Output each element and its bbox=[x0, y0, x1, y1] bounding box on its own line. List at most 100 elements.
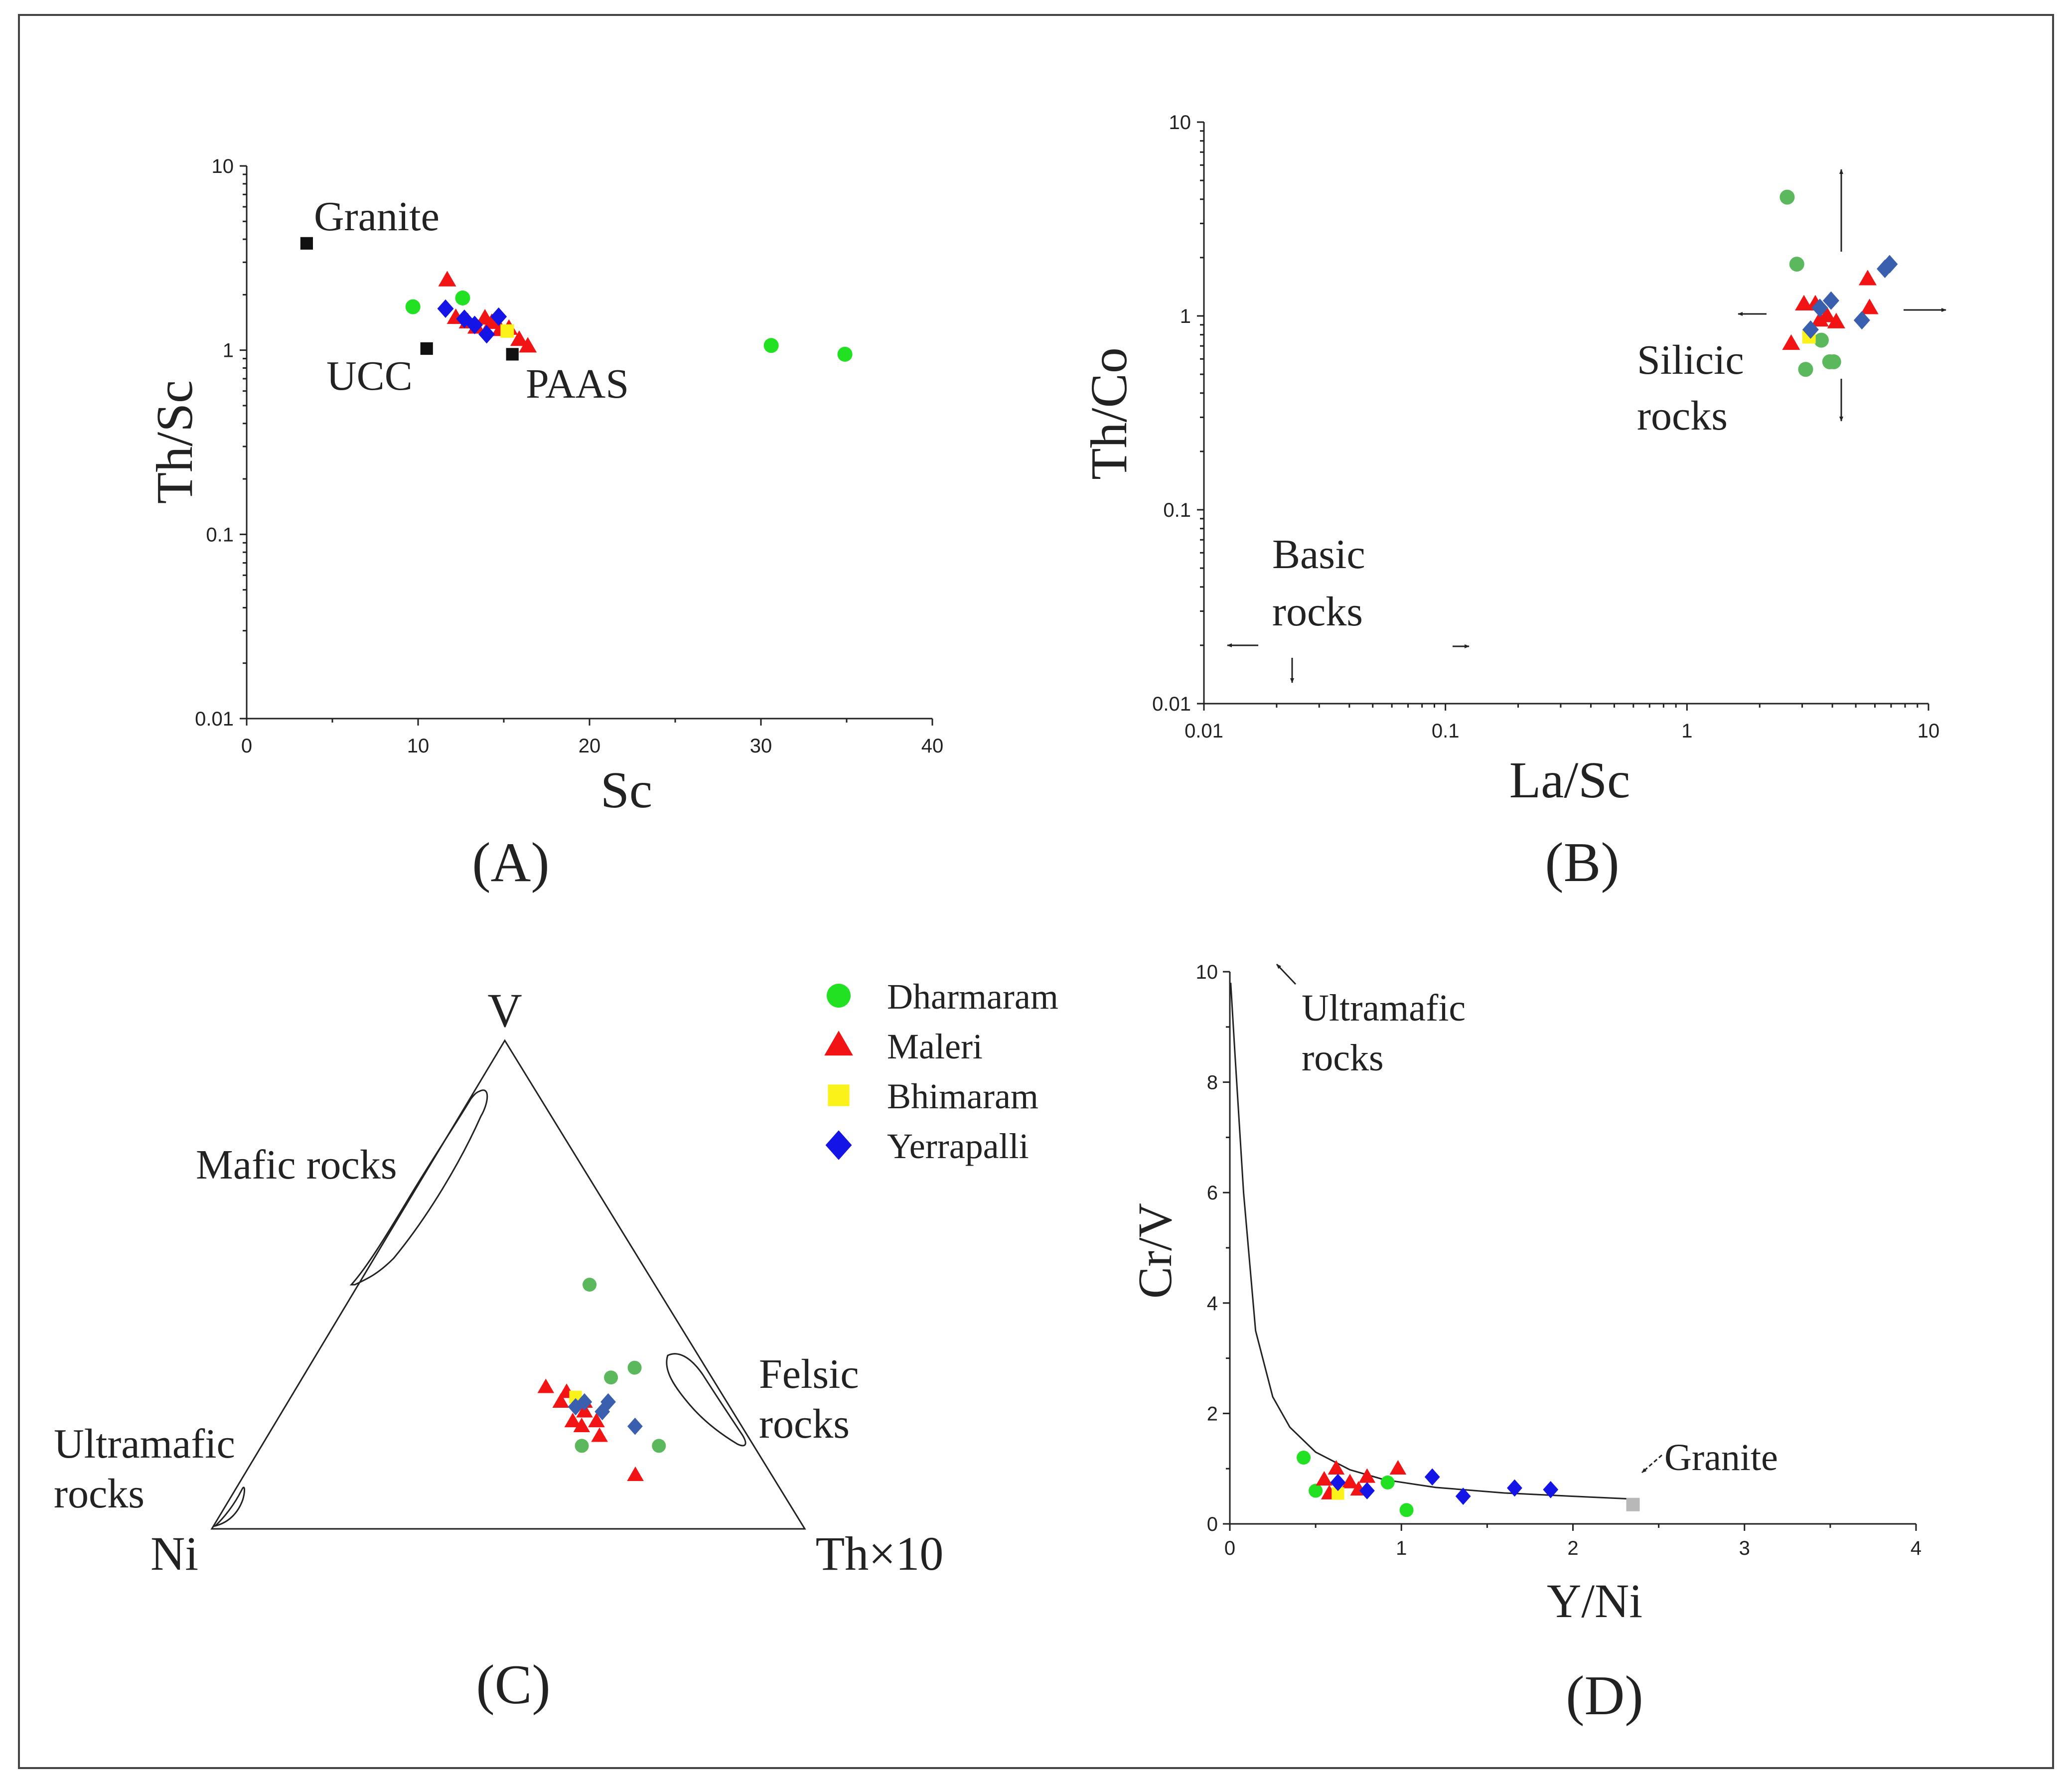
silicic-label-line1: Silicic bbox=[1637, 337, 1744, 383]
d-point-yerrapalli bbox=[1455, 1487, 1471, 1505]
b-x-tick-label: 0.1 bbox=[1432, 720, 1460, 742]
a-point-yerrapalli bbox=[437, 299, 454, 318]
legend-label-maleri: Maleri bbox=[887, 1027, 983, 1066]
d-x-tick-label: 3 bbox=[1739, 1537, 1750, 1559]
a-point-dharmaram bbox=[455, 290, 470, 305]
d-point-maleri bbox=[1358, 1468, 1376, 1483]
a-x-tick-label: 30 bbox=[750, 735, 772, 757]
d-x-tick-label: 0 bbox=[1224, 1537, 1235, 1559]
panel-a-label: (A) bbox=[472, 832, 549, 893]
d-y-tick-label: 10 bbox=[1196, 961, 1218, 983]
legend-label-dharmaram: Dharmaram bbox=[887, 977, 1058, 1017]
vertex-thx10-label: Th×10 bbox=[816, 1527, 944, 1580]
legend-marker-yerrapalli bbox=[825, 1130, 852, 1160]
c-point-yerrapalli bbox=[600, 1393, 616, 1411]
b-point-yerrapalli bbox=[1881, 255, 1898, 274]
b-y-tick-label: 0.1 bbox=[1163, 499, 1191, 521]
a-point-bhimaram bbox=[500, 324, 514, 338]
c-point-maleri bbox=[537, 1378, 555, 1393]
a-point-yerrapalli bbox=[490, 307, 507, 326]
c-point-yerrapalli bbox=[568, 1398, 584, 1416]
b-point-yerrapalli bbox=[1811, 298, 1828, 317]
b-point-maleri bbox=[1827, 312, 1845, 328]
b-y-tick-label: 0.01 bbox=[1152, 693, 1191, 715]
c-point-dharmaram bbox=[575, 1439, 589, 1453]
legend: Dharmaram Maleri Bhimaram Yerrapalli bbox=[824, 977, 1058, 1166]
felsic-field-label-line2: rocks bbox=[759, 1401, 850, 1447]
b-point-maleri bbox=[1858, 270, 1877, 286]
a-point-dharmaram bbox=[763, 338, 779, 353]
c-point-yerrapalli bbox=[594, 1403, 610, 1421]
d-point-yerrapalli bbox=[1424, 1468, 1440, 1486]
legend-label-yerrapalli: Yerrapalli bbox=[887, 1126, 1029, 1166]
figure-border bbox=[18, 14, 2054, 1769]
a-point-maleri bbox=[482, 313, 501, 329]
panel-c-marks bbox=[537, 1278, 666, 1481]
c-point-maleri bbox=[591, 1427, 608, 1442]
a-point-yerrapalli bbox=[456, 309, 473, 328]
panel-d-x-title: Y/Ni bbox=[1547, 1574, 1642, 1628]
panel-a-marks bbox=[300, 237, 853, 362]
panel-b-x-title: La/Sc bbox=[1509, 751, 1630, 809]
b-point-dharmaram bbox=[1826, 354, 1841, 370]
basic-label-line1: Basic bbox=[1272, 531, 1365, 578]
panel-b-y-title: Th/Co bbox=[1080, 347, 1138, 480]
d-y-tick-label: 4 bbox=[1207, 1293, 1218, 1315]
panel-b-label: (B) bbox=[1545, 832, 1619, 893]
a-x-tick-label: 40 bbox=[921, 735, 944, 757]
d-y-tick-label: 8 bbox=[1207, 1072, 1218, 1094]
d-y-tick-label: 6 bbox=[1207, 1182, 1218, 1204]
panel-a-x-title: Sc bbox=[600, 761, 652, 819]
legend-marker-maleri bbox=[824, 1031, 853, 1056]
b-point-maleri bbox=[1782, 334, 1800, 350]
d-x-tick-label: 4 bbox=[1911, 1537, 1922, 1559]
panel-d: 0 1 2 3 4 0 2 4 6 8 10 Y/Ni Cr/V (D) Ultramafic ro… bbox=[1128, 961, 1922, 1727]
c-point-maleri bbox=[573, 1417, 591, 1432]
a-x-tick-label: 0 bbox=[241, 735, 252, 757]
b-point-yerrapalli bbox=[1853, 311, 1870, 330]
b-y-tick-label: 1 bbox=[1180, 305, 1191, 327]
granite-arrow-d bbox=[1641, 1454, 1662, 1474]
a-point-maleri bbox=[438, 271, 456, 287]
a-point-maleri bbox=[519, 337, 537, 353]
b-point-maleri bbox=[1795, 295, 1813, 310]
vertex-v-label: V bbox=[487, 984, 522, 1037]
c-point-dharmaram bbox=[583, 1278, 597, 1292]
ultramafic-field-label-line2: rocks bbox=[54, 1471, 145, 1517]
b-point-dharmaram bbox=[1779, 189, 1795, 205]
ref-point-paas bbox=[506, 348, 519, 361]
d-x-tick-label: 2 bbox=[1567, 1537, 1578, 1559]
b-point-dharmaram bbox=[1813, 332, 1829, 348]
d-point-maleri bbox=[1328, 1460, 1345, 1475]
c-point-yerrapalli bbox=[577, 1393, 592, 1411]
panel-d-ticks: 0 1 2 3 4 0 2 4 6 8 10 bbox=[1196, 961, 1922, 1559]
legend-label-bhimaram: Bhimaram bbox=[887, 1076, 1038, 1116]
panel-c-label: (C) bbox=[476, 1654, 550, 1716]
b-x-tick-label: 1 bbox=[1681, 720, 1692, 742]
c-point-maleri bbox=[627, 1466, 644, 1481]
panel-c: V Ni Th×10 Mafic rocks Felsic rocks Ultr… bbox=[54, 984, 943, 1716]
ultramafic-field bbox=[212, 1487, 245, 1527]
panel-b: 0.01 0.1 1 10 0.01 0.1 1 10 La/Sc Th/Co (B) Sil… bbox=[1080, 112, 1946, 893]
d-point-yerrapalli bbox=[1330, 1474, 1346, 1491]
silicic-direction-arrows bbox=[1227, 169, 1946, 683]
panel-d-label: (D) bbox=[1566, 1665, 1643, 1727]
a-point-dharmaram bbox=[837, 346, 853, 362]
d-y-tick-label: 0 bbox=[1207, 1513, 1218, 1535]
d-point-dharmaram bbox=[1380, 1475, 1395, 1489]
c-point-maleri bbox=[588, 1413, 605, 1428]
a-y-tick-label: 0.1 bbox=[206, 524, 234, 546]
d-point-maleri bbox=[1389, 1460, 1407, 1475]
c-point-maleri bbox=[564, 1413, 582, 1428]
ref-point-granite bbox=[300, 237, 313, 250]
ref-label-ucc: UCC bbox=[326, 353, 413, 399]
d-point-dharmaram bbox=[1297, 1451, 1311, 1465]
a-point-maleri bbox=[510, 330, 528, 346]
a-point-yerrapalli bbox=[478, 325, 495, 344]
ref-label-paas: PAAS bbox=[526, 361, 629, 407]
b-y-tick-label: 10 bbox=[1169, 112, 1191, 134]
legend-marker-dharmaram bbox=[827, 984, 851, 1008]
b-point-maleri bbox=[1811, 311, 1829, 327]
a-x-tick-label: 10 bbox=[407, 735, 430, 757]
